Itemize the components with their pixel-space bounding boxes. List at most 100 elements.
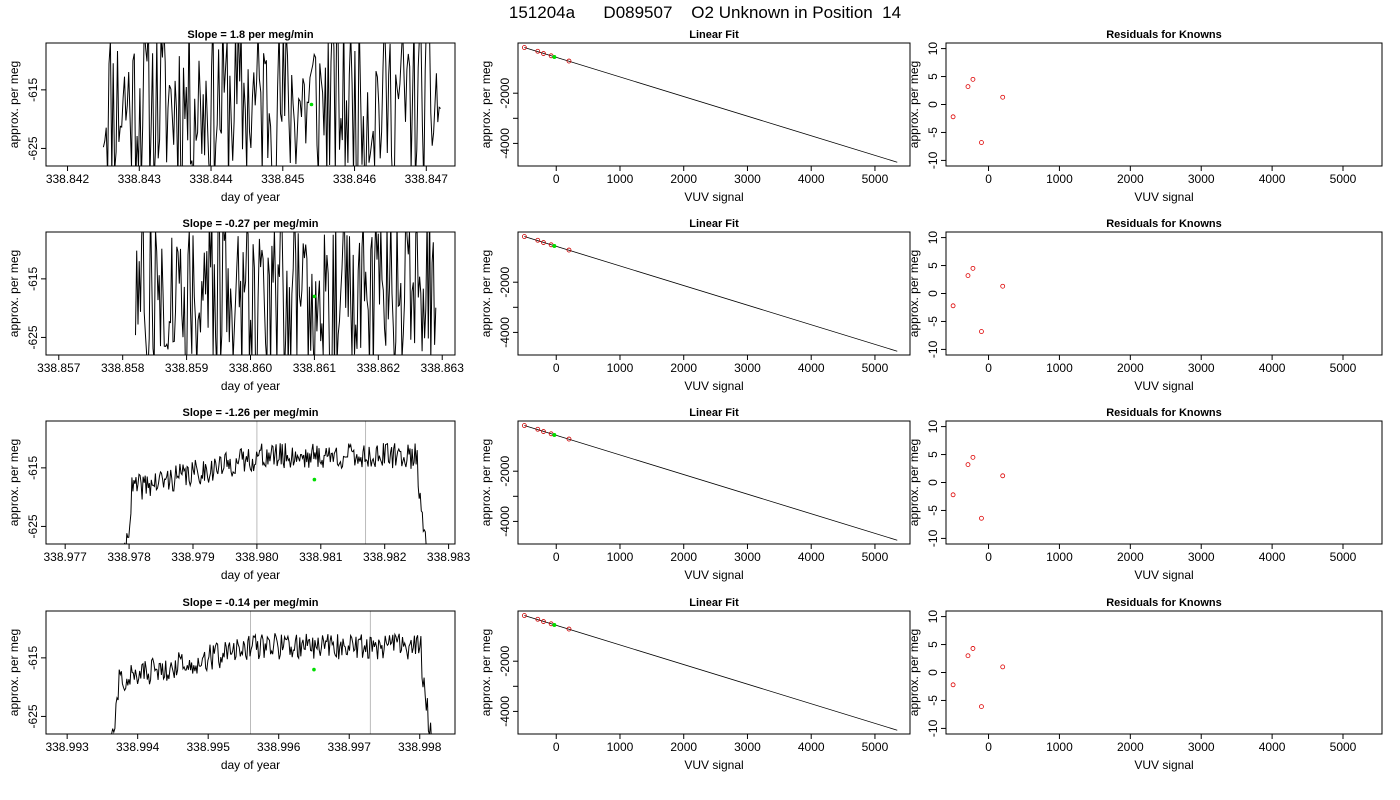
y-axis-label: approx. per meg (907, 250, 921, 337)
x-tick-label: 0 (985, 361, 992, 375)
residual-point (1000, 473, 1006, 479)
x-tick-label: 5000 (862, 740, 889, 754)
y-tick-label: -10 (926, 340, 940, 358)
x-tick-label: 338.844 (189, 172, 233, 186)
y-tick-label: 5 (926, 73, 940, 80)
residual-point (1000, 283, 1006, 289)
plot-area (135, 232, 437, 355)
residual-point (965, 462, 971, 468)
residual-point (965, 273, 971, 279)
plot-area (950, 454, 1006, 521)
x-tick-label: 5000 (1330, 172, 1357, 186)
plot-frame (517, 420, 911, 545)
residual-point (950, 492, 956, 498)
residuals-panel-row-1: Residuals for Knowns 0 1000 2000 3000 4000 500… (907, 29, 1383, 204)
y-tick-label: -4000 (498, 696, 512, 727)
residual-point (1000, 664, 1006, 670)
residual-point (950, 303, 956, 309)
y-tick-label: 5 (926, 641, 940, 648)
unknown-marker (309, 102, 314, 107)
unknown-marker (312, 667, 316, 672)
timeseries-panel-row-3: Slope = -1.26 per meg/min 338.977 338.978 3… (7, 407, 471, 582)
x-tick-label: 338.861 (293, 361, 337, 375)
residual-point (979, 515, 984, 521)
panel-title: Slope = -0.14 per meg/min (182, 597, 318, 609)
y-tick-label: -625 (26, 704, 40, 728)
y-tick-label: 10 (926, 42, 940, 56)
x-tick-label: 338.858 (101, 361, 145, 375)
known-point (566, 247, 572, 253)
x-axis-label: VUV signal (684, 758, 743, 772)
known-point (541, 619, 546, 624)
panel-title: Linear Fit (689, 29, 739, 41)
panel-title: Slope = -1.26 per meg/min (182, 407, 318, 419)
residuals-panel-row-3: Residuals for Knowns 0 1000 2000 3000 4000 500… (907, 407, 1383, 582)
x-axis-label: VUV signal (1134, 568, 1193, 582)
plot-frame (945, 42, 1383, 167)
unknown-point (552, 55, 557, 60)
y-axis-label: approx. per meg (907, 61, 921, 148)
x-tick-label: 338.998 (398, 740, 442, 754)
x-tick-label: 338.996 (257, 740, 301, 754)
y-axis-label: approx. per meg (7, 439, 21, 526)
data-line (123, 442, 427, 544)
y-tick-label: 10 (926, 420, 940, 434)
plot-frame (45, 610, 456, 735)
x-tick-label: 338.847 (405, 172, 449, 186)
known-point (541, 429, 546, 434)
y-tick-label: -5 (926, 316, 940, 327)
x-tick-label: 338.859 (165, 361, 209, 375)
panel-title: Linear Fit (689, 218, 739, 230)
y-tick-label: -4000 (498, 317, 512, 348)
x-tick-label: 338.982 (363, 550, 407, 564)
y-tick-label: -615 (26, 78, 40, 102)
x-tick-label: 338.977 (43, 550, 87, 564)
panels: Slope = 1.8 per meg/min 338.842 338.843 338… (7, 29, 1383, 772)
timeseries-panel-row-1: Slope = 1.8 per meg/min 338.842 338.843 338… (7, 29, 456, 204)
y-axis-label: approx. per meg (907, 439, 921, 526)
y-tick-label: -625 (26, 325, 40, 349)
x-tick-label: 4000 (798, 740, 825, 754)
y-tick-label: -2000 (498, 78, 512, 109)
x-axis-label: day of year (221, 190, 280, 204)
plot-area (950, 265, 1006, 334)
plot-frame (945, 231, 1383, 356)
y-tick-label: -615 (26, 456, 40, 480)
unknown-point (552, 244, 557, 249)
data-line (111, 632, 432, 734)
y-tick-label: -10 (926, 151, 940, 169)
x-axis-label: VUV signal (684, 379, 743, 393)
x-tick-label: 5000 (1330, 361, 1357, 375)
plot-area (950, 646, 1006, 710)
x-axis-label: VUV signal (684, 568, 743, 582)
panel-title: Residuals for Knowns (1106, 218, 1222, 230)
unknown-marker (312, 294, 317, 299)
figure-title: 151204a D089507 O2 Unknown in Position 1… (509, 3, 901, 22)
x-tick-label: 1000 (1046, 172, 1073, 186)
x-tick-label: 2000 (1117, 172, 1144, 186)
x-tick-label: 4000 (1259, 361, 1286, 375)
y-axis-label: approx. per meg (7, 250, 21, 337)
x-tick-label: 5000 (862, 361, 889, 375)
plot-area (950, 76, 1006, 145)
x-tick-label: 3000 (1188, 361, 1215, 375)
plot-area (123, 421, 427, 544)
x-tick-label: 4000 (798, 172, 825, 186)
linearfit-panel-row-1: Linear Fit 0 1000 2000 3000 4000 5000 -4000 -200… (479, 29, 911, 204)
fit-line (524, 236, 898, 352)
plot-area (111, 611, 432, 734)
residual-point (970, 76, 976, 82)
x-tick-label: 2000 (670, 550, 697, 564)
timeseries-panel-row-4: Slope = -0.14 per meg/min 338.993 338.994 3… (7, 597, 456, 772)
x-tick-label: 338.983 (427, 550, 471, 564)
x-tick-label: 3000 (1188, 740, 1215, 754)
y-axis-label: approx. per meg (479, 629, 493, 716)
residual-point (1000, 94, 1006, 100)
x-tick-label: 338.995 (186, 740, 230, 754)
x-tick-label: 338.993 (45, 740, 89, 754)
x-tick-label: 2000 (1117, 550, 1144, 564)
known-point (521, 234, 527, 239)
x-tick-label: 3000 (734, 550, 761, 564)
x-tick-label: 338.846 (333, 172, 377, 186)
